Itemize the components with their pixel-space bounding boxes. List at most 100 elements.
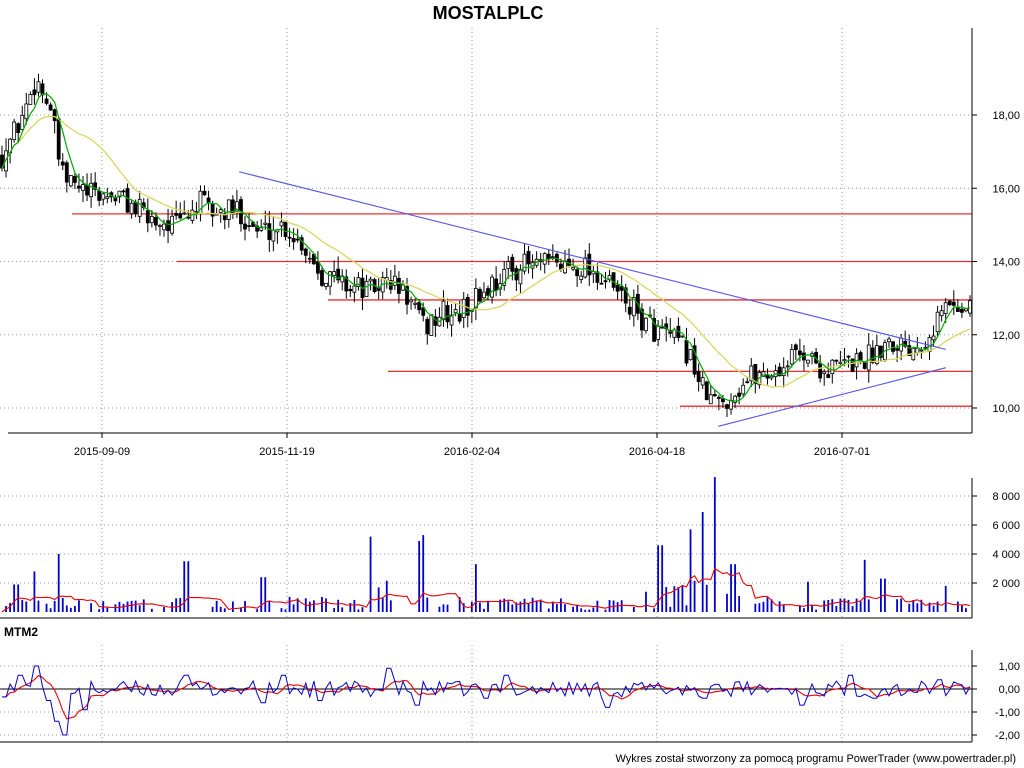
- price-y-tick-label: 10,00: [992, 403, 1020, 415]
- price-candle-up: [352, 285, 357, 293]
- price-candle-up: [733, 395, 737, 403]
- price-candle-up: [518, 268, 523, 285]
- price-candle-down: [716, 396, 721, 399]
- price-candle-down: [696, 370, 701, 382]
- price-candle-up: [279, 221, 284, 227]
- price-trendline-0: [239, 171, 946, 350]
- price-candle-down: [692, 345, 697, 375]
- price-candle-down: [878, 345, 883, 358]
- price-candle-up: [28, 94, 33, 105]
- price-candle-down: [202, 190, 207, 196]
- price-candle-down: [619, 286, 624, 291]
- price-y-tick-label: 12,00: [992, 330, 1020, 342]
- price-candle-up: [307, 257, 312, 260]
- mtm-y-tick-label: -2,00: [995, 730, 1020, 742]
- price-candle-up: [162, 223, 166, 231]
- price-candle-up: [158, 224, 162, 227]
- price-candle-up: [964, 308, 968, 312]
- price-candle-up: [806, 359, 810, 364]
- price-candle-down: [818, 362, 823, 379]
- price-candle-up: [729, 399, 733, 410]
- price-candle-down: [623, 287, 628, 304]
- price-candle-up: [218, 209, 223, 213]
- price-candle-up: [81, 184, 85, 191]
- price-candle-up: [563, 260, 567, 274]
- price-candle-up: [923, 346, 928, 349]
- price-candle-up: [631, 297, 636, 317]
- price-candle-down: [603, 280, 608, 283]
- price-x-tick-label: 2016-02-04: [444, 446, 500, 458]
- price-candle-up: [781, 367, 786, 377]
- volume-average: [1, 567, 971, 613]
- price-x-ticks: 2015-09-09 2015-11-19 2016-02-04 2016-04-18…: [74, 433, 870, 458]
- price-candle-up: [522, 253, 527, 272]
- price-candle-down: [303, 248, 308, 256]
- price-candle-down: [425, 318, 430, 335]
- price-candle-up: [931, 335, 936, 341]
- price-candle-down: [133, 201, 138, 214]
- price-y-tick-label: 14,00: [992, 257, 1020, 269]
- price-candle-up: [413, 302, 418, 305]
- price-candle-down: [348, 288, 353, 292]
- volume-y-tick-label: 8 000: [992, 491, 1020, 503]
- price-candle-down: [247, 225, 251, 227]
- price-candle-up: [688, 349, 693, 361]
- price-candle-down: [52, 109, 57, 122]
- mtm-y-ticks: -2,00 -1,00 0,00 1,00: [972, 661, 1020, 742]
- price-candle-down: [546, 253, 551, 260]
- price-candle-up: [656, 326, 661, 340]
- price-candle-up: [785, 365, 790, 368]
- price-candle-down: [166, 220, 170, 232]
- price-candle-down: [797, 350, 802, 356]
- price-candle-down: [959, 308, 964, 313]
- volume-average-line: [1, 567, 971, 613]
- price-candle-down: [526, 250, 531, 265]
- price-candle-down: [243, 223, 247, 230]
- price-candle-up: [842, 358, 847, 362]
- volume-y-tick-label: 4 000: [992, 549, 1020, 561]
- price-candle-down: [154, 217, 158, 226]
- price-candle-down: [595, 271, 600, 283]
- price-candle-up: [644, 317, 648, 332]
- price-candle-down: [121, 190, 126, 193]
- price-candle-up: [368, 278, 373, 282]
- footer-credit: Wykres został stworzony za pomocą progra…: [615, 753, 1016, 765]
- price-candle-down: [145, 210, 150, 224]
- price-candle-down: [834, 359, 839, 362]
- price-candle-up: [36, 81, 41, 93]
- price-grid: [0, 28, 972, 433]
- price-candle-down: [611, 272, 616, 288]
- chart-title: MOSTALPLC: [433, 3, 544, 23]
- volume-y-tick-label: 6 000: [992, 520, 1020, 532]
- price-candle-up: [915, 347, 920, 354]
- price-candle-up: [490, 276, 494, 298]
- mtm-y-tick-label: 1,00: [999, 661, 1020, 673]
- mtm-y-tick-label: -1,00: [995, 707, 1020, 719]
- price-candle-down: [478, 288, 482, 302]
- price-candle-down: [737, 392, 742, 397]
- price-candle-down: [421, 307, 426, 316]
- price-candle-up: [939, 310, 944, 317]
- price-candle-up: [441, 300, 446, 321]
- price-moving-averages: [1, 93, 971, 402]
- price-candle-down: [344, 276, 349, 292]
- price-candle-up: [583, 257, 588, 278]
- price-candle-down: [97, 190, 102, 201]
- price-candle-up: [129, 202, 134, 215]
- price-candle-down: [615, 284, 620, 292]
- price-candle-down: [64, 162, 69, 183]
- price-candle-down: [336, 268, 341, 281]
- price-candle-up: [328, 271, 332, 287]
- mtm-grid: [0, 645, 972, 742]
- price-candle-up: [887, 338, 891, 343]
- price-candle-down: [16, 123, 21, 134]
- price-x-tick-label: 2016-04-18: [629, 446, 685, 458]
- price-candle-up: [105, 196, 110, 199]
- price-candle-up: [235, 201, 239, 212]
- price-candle-up: [741, 384, 746, 395]
- mtm-y-tick-label: 0,00: [999, 684, 1020, 696]
- mtm-lines: [1, 665, 971, 736]
- price-candle-up: [364, 280, 369, 297]
- price-candles: [0, 73, 972, 417]
